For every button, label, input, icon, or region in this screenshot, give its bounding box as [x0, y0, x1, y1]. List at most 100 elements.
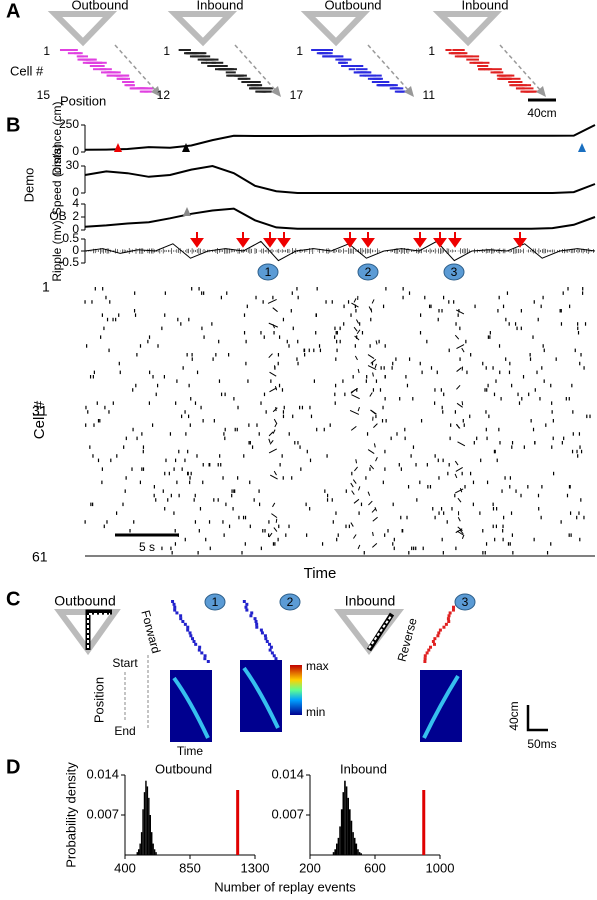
spike — [269, 474, 278, 480]
spike — [354, 355, 358, 361]
maze-icon — [333, 609, 405, 655]
event-badge — [279, 593, 301, 611]
time-label: Time — [304, 565, 337, 582]
c-spike — [447, 614, 451, 618]
cell-last: 15 — [37, 88, 51, 102]
bar — [340, 809, 343, 855]
c-spike — [188, 631, 192, 635]
ripple-arrow — [190, 232, 204, 248]
c-spike — [260, 631, 264, 635]
spike — [272, 307, 278, 313]
spike — [456, 384, 461, 390]
spike — [455, 309, 465, 315]
cell-first: 1 — [163, 44, 170, 58]
raster-tick: 1 — [42, 279, 50, 295]
a-title: Outbound — [71, 0, 128, 12]
end-label: End — [114, 724, 135, 738]
y-tick-label: 0.014 — [86, 766, 119, 781]
x-tick-label: 600 — [364, 860, 386, 875]
spike — [457, 441, 466, 447]
spike — [456, 344, 465, 349]
c-spike — [173, 608, 177, 612]
maze-icon — [300, 11, 371, 47]
c-spike — [423, 660, 427, 663]
bar — [136, 852, 138, 855]
c-spike — [433, 637, 437, 641]
spike — [268, 353, 273, 359]
c-spike — [192, 640, 196, 643]
event-label: 2 — [287, 595, 294, 609]
event-badge — [443, 263, 465, 281]
c-spike — [442, 625, 446, 629]
bar — [344, 780, 346, 855]
cell-first: 1 — [43, 44, 50, 58]
c-spike — [173, 605, 177, 609]
c-spike — [259, 628, 263, 632]
event-label: 2 — [365, 265, 372, 279]
c-spike — [429, 645, 433, 649]
spike — [267, 299, 277, 304]
c-spike — [197, 648, 201, 652]
c-spike — [183, 622, 187, 626]
y-label: Speed (cm/s) — [50, 144, 64, 215]
event-badge — [357, 263, 379, 281]
bar — [352, 832, 354, 855]
spike — [461, 347, 465, 353]
hist-title: Outbound — [155, 761, 212, 776]
spike — [372, 516, 378, 522]
spike — [369, 464, 375, 470]
spike — [271, 513, 278, 519]
bar — [357, 849, 359, 855]
heatmap-trace — [242, 666, 280, 729]
c-spike — [423, 654, 427, 658]
c-spike — [438, 628, 442, 632]
y-label: Probability density — [63, 762, 78, 868]
ripple-arrow — [277, 232, 291, 248]
c-spike — [194, 642, 198, 646]
raster-ylabel: Cell # — [31, 400, 48, 439]
spike — [456, 367, 462, 372]
spike — [272, 502, 276, 508]
c-spike — [253, 617, 257, 621]
bar — [349, 809, 351, 855]
ripple-arrow — [448, 232, 462, 248]
spike — [372, 372, 374, 377]
y-tick-label: 0 — [72, 243, 79, 257]
event-label: 3 — [451, 265, 458, 279]
c-spike — [255, 625, 259, 629]
x-tick-label: 200 — [299, 860, 321, 875]
raster-tick: 31 — [32, 403, 48, 419]
spike — [371, 508, 377, 513]
c-spike — [448, 611, 452, 615]
c-spike — [264, 637, 268, 641]
c-spike — [171, 600, 175, 603]
trace — [84, 164, 596, 194]
c-spike — [436, 634, 440, 638]
arrowhead — [151, 86, 161, 97]
ripple-arrow — [413, 232, 427, 248]
arrow — [499, 44, 543, 93]
marker — [114, 143, 122, 152]
spike — [269, 371, 277, 377]
maze-icon — [47, 11, 118, 47]
bar — [347, 797, 349, 855]
spike — [354, 335, 360, 341]
spike — [374, 507, 378, 512]
arrowhead — [271, 86, 281, 97]
c-spike — [254, 620, 258, 623]
c-spike — [425, 651, 429, 655]
bar — [337, 837, 340, 855]
spike — [268, 438, 271, 443]
spike — [349, 409, 360, 415]
c-spike — [447, 620, 451, 623]
spike — [273, 470, 277, 476]
spike — [456, 402, 463, 408]
bar — [353, 837, 356, 855]
bar — [345, 786, 348, 855]
spike — [370, 358, 377, 364]
spike — [375, 340, 378, 345]
c-spike — [191, 637, 195, 641]
arrow — [234, 44, 278, 93]
heatmap-trace — [422, 674, 460, 739]
